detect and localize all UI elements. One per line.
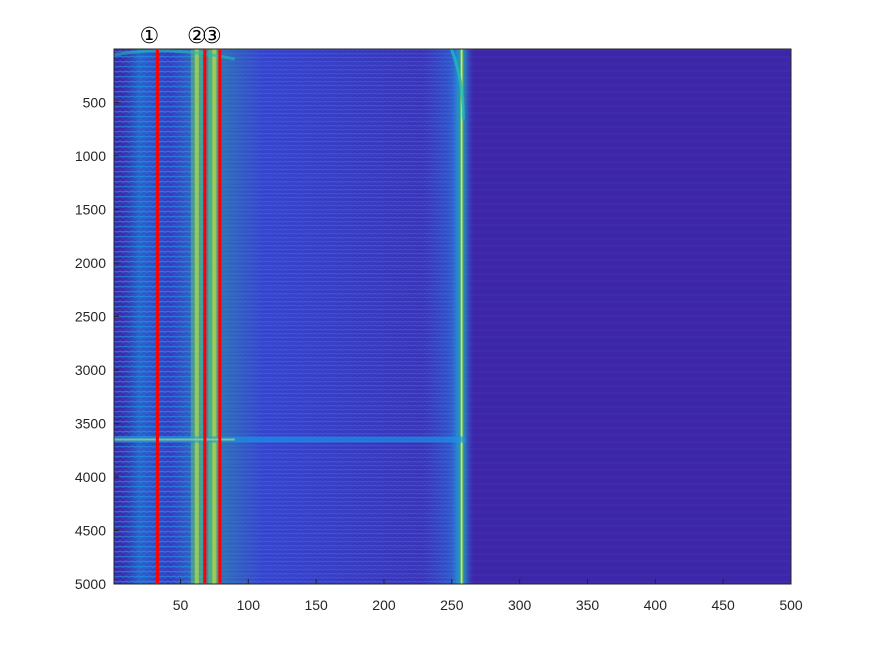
heatmap-features	[114, 49, 791, 584]
marker-label: ①	[140, 24, 160, 49]
bright-ridge	[449, 49, 474, 584]
y-tick-label: 2000	[75, 255, 106, 271]
marker-label: ③	[202, 24, 222, 49]
x-tick-label: 250	[440, 597, 464, 613]
marker-label: ②	[187, 24, 207, 49]
x-tick-label: 200	[372, 597, 396, 613]
marker-lines: ① ②③	[140, 24, 222, 584]
x-tick-label: 500	[779, 597, 803, 613]
x-tick-label: 350	[576, 597, 600, 613]
fringe-texture	[214, 49, 459, 584]
x-tick-label: 300	[508, 597, 532, 613]
x-tick-label: 150	[304, 597, 328, 613]
y-axis: 500 1000 1500 2000 2500 3000 3500 4000 4500 5000	[75, 94, 119, 592]
x-tick-label: 100	[237, 597, 261, 613]
y-tick-label: 1000	[75, 148, 106, 164]
x-axis: 50 100 150 200 250 300 350 400 450 500	[173, 579, 803, 613]
ridge-curve	[449, 49, 465, 120]
x-tick-label: 400	[644, 597, 668, 613]
y-tick-label: 3000	[75, 362, 106, 378]
fringe-peak-core	[212, 49, 217, 584]
seam-highlight	[114, 438, 235, 441]
fringe-peak-core	[194, 49, 199, 584]
x-tick-label: 450	[711, 597, 735, 613]
y-tick-label: 4000	[75, 469, 106, 485]
y-tick-label: 3500	[75, 415, 106, 431]
y-tick-label: 2500	[75, 308, 106, 324]
y-tick-label: 1500	[75, 201, 106, 217]
y-tick-label: 4500	[75, 522, 106, 538]
y-tick-label: 500	[83, 94, 107, 110]
horizontal-seam	[114, 436, 466, 443]
x-tick-label: 50	[173, 597, 189, 613]
y-tick-label: 5000	[75, 576, 106, 592]
